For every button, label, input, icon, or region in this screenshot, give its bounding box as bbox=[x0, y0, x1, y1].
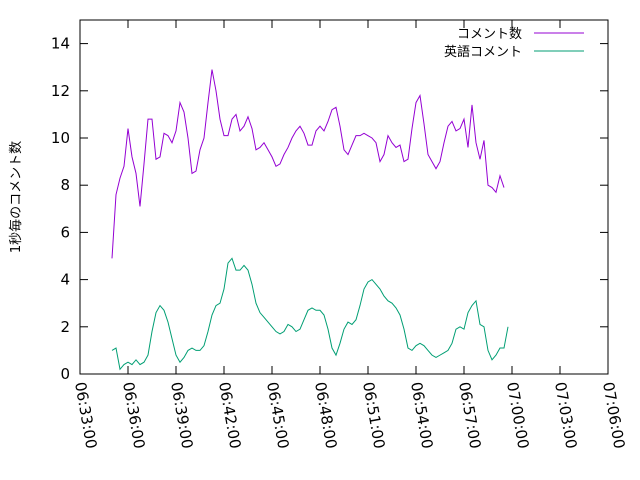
y-tick-label: 6 bbox=[60, 223, 70, 241]
y-tick-label: 14 bbox=[51, 35, 70, 53]
y-tick-label: 8 bbox=[60, 176, 70, 194]
y-tick-label: 2 bbox=[60, 318, 70, 336]
series-layer bbox=[111, 69, 509, 371]
series-line-1 bbox=[111, 69, 505, 259]
legend-label-2: 英語コメント bbox=[444, 44, 522, 60]
y-tick-label: 0 bbox=[60, 365, 70, 383]
y-axis: 0 2 4 6 8 10 12 14 bbox=[51, 35, 608, 383]
y-axis-title: 1秒毎のコメント数 bbox=[8, 141, 24, 253]
y-tick-label: 10 bbox=[51, 129, 70, 147]
plot-frame bbox=[79, 19, 609, 375]
legend-label-1: コメント数 bbox=[457, 27, 522, 42]
y-tick-label: 12 bbox=[51, 82, 70, 100]
y-tick-label: 4 bbox=[60, 271, 70, 289]
series-line-2 bbox=[111, 257, 509, 371]
